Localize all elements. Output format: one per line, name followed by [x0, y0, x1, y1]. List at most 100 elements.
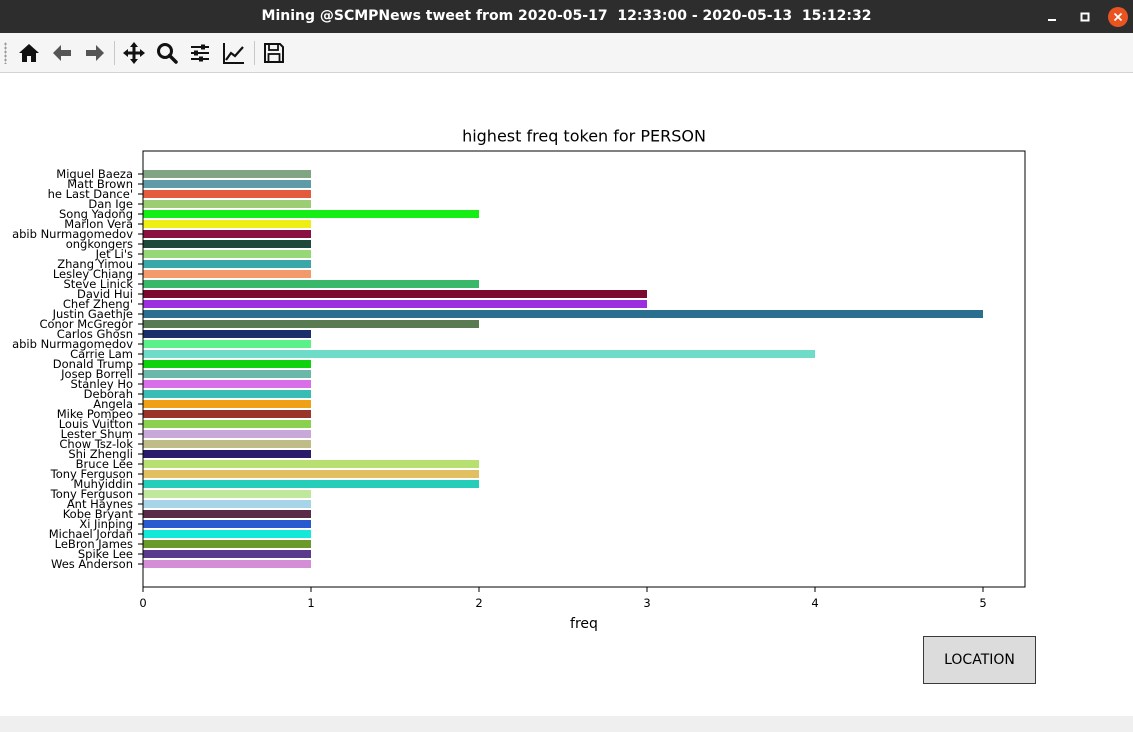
- window-title: Mining @SCMPNews tweet from 2020-05-17 1…: [261, 8, 872, 24]
- edit-axis-curve-icon: [223, 43, 244, 64]
- configure-subplots-button[interactable]: [187, 40, 213, 66]
- bar: [143, 170, 311, 178]
- y-tick-label: Josep Borrell: [60, 367, 133, 381]
- x-tick-label: 5: [979, 596, 986, 610]
- bar: [143, 520, 311, 528]
- bar: [143, 560, 311, 568]
- bar: [143, 450, 311, 458]
- y-tick-label: abib Nurmagomedov: [12, 337, 133, 351]
- x-tick-label: 4: [811, 596, 818, 610]
- y-tick-label: Ant Haynes: [67, 497, 133, 511]
- bar: [143, 330, 311, 338]
- bar: [143, 380, 311, 388]
- bar: [143, 540, 311, 548]
- y-tick-label: Matt Brown: [67, 177, 133, 191]
- bar: [143, 500, 311, 508]
- toolbar-grip: [4, 42, 7, 64]
- bar: [143, 370, 311, 378]
- home-icon: [19, 44, 39, 62]
- zoom-button[interactable]: [154, 40, 180, 66]
- maximize-button[interactable]: [1074, 6, 1096, 28]
- forward-button[interactable]: [82, 40, 108, 66]
- y-tick-label: Michael Jordan: [49, 527, 133, 541]
- y-tick-label: Song Yadong: [59, 207, 133, 221]
- x-tick-label: 2: [475, 596, 482, 610]
- close-icon: [1108, 7, 1128, 27]
- y-tick-label: Conor McGregor: [39, 317, 133, 331]
- axes-frame: [142, 150, 1026, 588]
- bar: [143, 290, 647, 298]
- y-tick-label: Lester Shum: [61, 427, 133, 441]
- pan-button[interactable]: [121, 40, 147, 66]
- y-tick-label: Xi Jinping: [79, 517, 133, 531]
- bar: [143, 190, 311, 198]
- zoom-magnifier-icon: [157, 43, 178, 64]
- pan-move-icon: [123, 42, 145, 64]
- y-tick-label: Carlos Ghosn: [57, 327, 133, 341]
- y-tick-label: he Last Dance': [48, 187, 133, 201]
- bar: [143, 210, 479, 218]
- bar: [143, 440, 311, 448]
- bar: [143, 510, 311, 518]
- location-button[interactable]: LOCATION: [923, 636, 1036, 684]
- bar: [143, 230, 311, 238]
- bar: [143, 320, 479, 328]
- forward-arrow-icon: [86, 45, 104, 61]
- bar: [143, 340, 311, 348]
- y-tick-label: Tony Ferguson: [50, 487, 133, 501]
- bar: [143, 180, 311, 188]
- y-tick-label: Louis Vuitton: [59, 417, 133, 431]
- status-bar: [0, 716, 1133, 732]
- bar: [143, 390, 311, 398]
- bar: [143, 310, 983, 318]
- bar: [143, 260, 311, 268]
- y-tick-label: Chow Tsz-lok: [59, 437, 133, 451]
- bar: [143, 220, 311, 228]
- chart-title: highest freq token for PERSON: [462, 127, 706, 146]
- close-button[interactable]: [1107, 6, 1129, 28]
- x-axis-label: freq: [570, 616, 598, 632]
- y-tick-label: Kobe Bryant: [63, 507, 134, 521]
- edit-axis-button[interactable]: [221, 40, 247, 66]
- bar: [143, 480, 479, 488]
- y-tick-label: Deborah: [84, 387, 133, 401]
- x-tick-label: 0: [139, 596, 146, 610]
- bar: [143, 270, 311, 278]
- y-tick-label: Spike Lee: [78, 547, 133, 561]
- y-tick-label: Mike Pompeo: [57, 407, 133, 421]
- bar: [143, 490, 311, 498]
- x-tick-label: 3: [643, 596, 650, 610]
- save-floppy-icon: [264, 43, 284, 63]
- bars-layer: [143, 170, 983, 568]
- bar: [143, 300, 647, 308]
- y-tick-label: Marlon Vera: [64, 217, 133, 231]
- y-tick-label: Chef Zheng': [63, 297, 133, 311]
- y-tick-label: Lesley Chiang: [53, 267, 133, 281]
- save-button[interactable]: [261, 40, 287, 66]
- y-tick-label: Steve Linick: [64, 277, 134, 291]
- bar: [143, 280, 479, 288]
- bar-chart: highest freq token for PERSON freq Migue…: [12, 127, 1026, 632]
- bar: [143, 410, 311, 418]
- home-button[interactable]: [16, 40, 42, 66]
- bar: [143, 400, 311, 408]
- bar: [143, 250, 311, 258]
- back-button[interactable]: [49, 40, 75, 66]
- y-tick-label: Carrie Lam: [70, 347, 133, 361]
- bar: [143, 350, 815, 358]
- bar: [143, 360, 311, 368]
- y-tick-label: Shi Zhengli: [68, 447, 133, 461]
- bar: [143, 420, 311, 428]
- bar: [143, 200, 311, 208]
- bar: [143, 430, 311, 438]
- y-tick-label: Tony Ferguson: [50, 467, 133, 481]
- y-tick-label: Stanley Ho: [70, 377, 133, 391]
- minimize-button[interactable]: [1041, 6, 1063, 28]
- x-tick-label: 1: [307, 596, 314, 610]
- bar: [143, 460, 479, 468]
- y-tick-label: Justin Gaethje: [52, 307, 133, 321]
- y-tick-label: LeBron James: [55, 537, 133, 551]
- bar: [143, 470, 479, 478]
- bar: [143, 550, 311, 558]
